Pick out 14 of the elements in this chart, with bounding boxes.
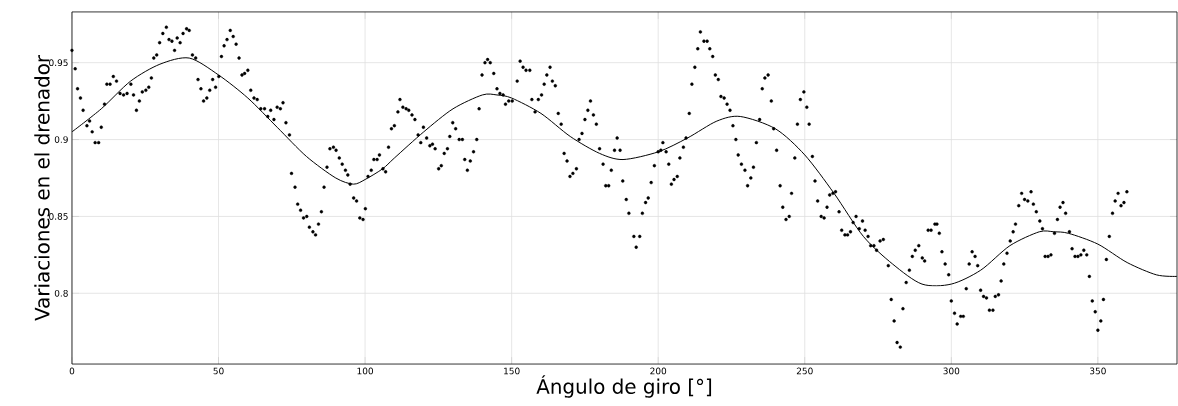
x-axis-title: Ángulo de giro [°] (536, 375, 712, 398)
x-tick-label: 100 (357, 367, 374, 375)
x-tick-label: 150 (504, 367, 520, 375)
x-tick-label: 350 (1090, 367, 1106, 375)
x-tick-label: 250 (796, 367, 813, 375)
y-tick-label: 0.85 (49, 213, 68, 220)
x-tick-label: 50 (213, 367, 224, 375)
y-axis-title: Variaciones en el drenador (34, 55, 50, 321)
x-tick-label: 0 (69, 367, 75, 375)
x-tick-label: 300 (943, 367, 960, 375)
x-tick-label: 200 (650, 367, 667, 375)
y-tick-label: 0.8 (54, 290, 68, 297)
y-tick-label: 0.95 (49, 59, 68, 67)
y-tick-label: 0.9 (54, 136, 68, 144)
